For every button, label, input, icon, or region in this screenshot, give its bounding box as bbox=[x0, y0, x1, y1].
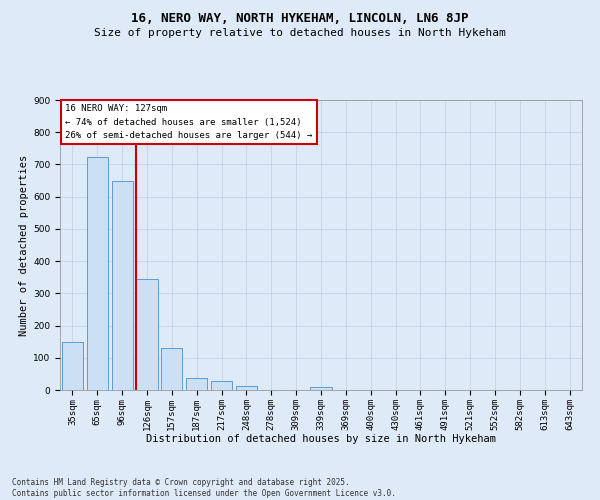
Bar bbox=[161, 348, 182, 390]
Text: Contains HM Land Registry data © Crown copyright and database right 2025.
Contai: Contains HM Land Registry data © Crown c… bbox=[12, 478, 396, 498]
Text: Size of property relative to detached houses in North Hykeham: Size of property relative to detached ho… bbox=[94, 28, 506, 38]
Bar bbox=[136, 279, 158, 390]
Y-axis label: Number of detached properties: Number of detached properties bbox=[19, 154, 29, 336]
Bar bbox=[236, 386, 257, 390]
Bar bbox=[62, 342, 83, 390]
Bar bbox=[211, 381, 232, 390]
Text: 16 NERO WAY: 127sqm
← 74% of detached houses are smaller (1,524)
26% of semi-det: 16 NERO WAY: 127sqm ← 74% of detached ho… bbox=[65, 104, 313, 140]
Bar bbox=[310, 388, 332, 390]
Text: 16, NERO WAY, NORTH HYKEHAM, LINCOLN, LN6 8JP: 16, NERO WAY, NORTH HYKEHAM, LINCOLN, LN… bbox=[131, 12, 469, 26]
Bar bbox=[87, 158, 108, 390]
Bar bbox=[112, 180, 133, 390]
Bar bbox=[186, 378, 207, 390]
X-axis label: Distribution of detached houses by size in North Hykeham: Distribution of detached houses by size … bbox=[146, 434, 496, 444]
